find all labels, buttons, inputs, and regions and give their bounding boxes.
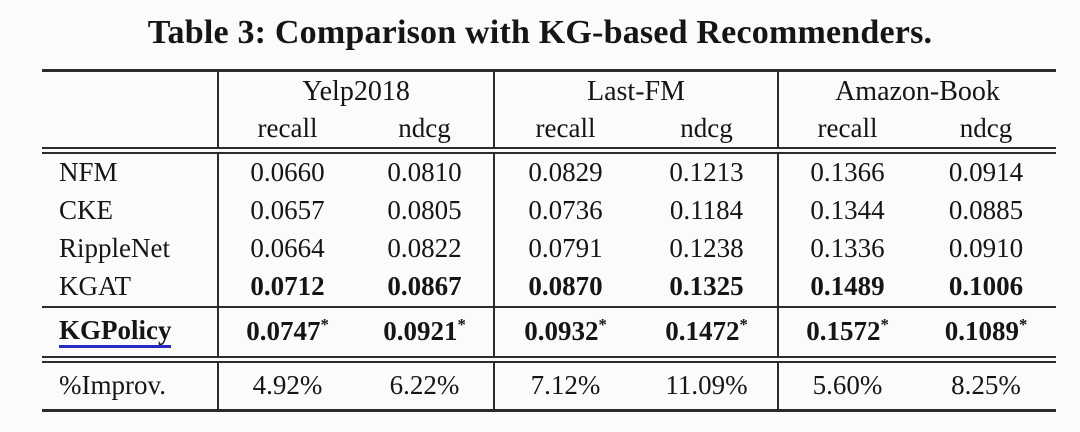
value-cell: 0.0885 [948, 195, 1024, 226]
value-cell: 0.0747* [217, 305, 356, 360]
value-cell: 0.0660 [217, 150, 356, 192]
value-cell: 0.0712 [217, 267, 356, 307]
value-cell: 0.1336 [777, 229, 916, 268]
value-cell: 0.1366 [777, 150, 916, 192]
value-cell: 0.0921* [356, 305, 494, 360]
value-cell: 0.0822 [387, 233, 462, 264]
model-name-cell: KGPolicy [42, 305, 218, 360]
significance-star: * [457, 315, 466, 335]
model-name-cell: CKE [59, 195, 113, 226]
metric-header-row: recall ndcg recall ndcg recall ndcg [42, 112, 1057, 154]
value-cell: 0.0736 [493, 191, 636, 230]
value-cell: 4.92% [217, 355, 356, 412]
value-cell: 11.09% [636, 355, 778, 412]
metric-header-ndcg: ndcg [356, 112, 494, 154]
value-cell: 0.1213 [669, 157, 744, 188]
value-cell: 0.1572* [777, 305, 916, 360]
table-row: RippleNet 0.0664 0.0822 0.0791 0.1238 0.… [42, 229, 1056, 268]
model-name-cell: NFM [59, 157, 118, 188]
dataset-header-yelp2018: Yelp2018 [217, 68, 494, 113]
value-cell: 0.1238 [669, 233, 744, 264]
value-cell: 0.0810 [387, 157, 462, 188]
value-cell: 0.0829 [493, 150, 636, 192]
improv-label-cell: %Improv. [42, 355, 218, 412]
metric-header-ndcg: ndcg [916, 112, 1057, 154]
value-cell: 0.0910 [948, 233, 1024, 264]
table-caption: Table 3: Comparison with KG-based Recomm… [147, 14, 933, 51]
significance-star: * [1018, 315, 1028, 335]
dataset-header-row: Yelp2018 Last-FM Amazon-Book [42, 68, 1057, 113]
paper-table-figure: Table 3: Comparison with KG-based Recomm… [0, 13, 1080, 412]
table-row-kgpolicy: KGPolicy 0.0747* 0.0921* 0.0932* 0.1472*… [42, 305, 1057, 360]
value-cell: 7.12% [493, 355, 636, 412]
value-cell: 0.1325 [669, 271, 744, 302]
significance-star: * [598, 315, 607, 335]
value-cell: 0.0664 [217, 229, 356, 268]
value-cell: 0.0870 [493, 267, 636, 307]
kg-recommenders-table: Yelp2018 Last-FM Amazon-Book recall ndcg… [42, 68, 1057, 412]
table-row-improvement: %Improv. 4.92% 6.22% 7.12% 11.09% 5.60% … [42, 355, 1057, 412]
kgpolicy-underline: KGPolicy [59, 316, 172, 349]
value-cell: 0.1089* [916, 305, 1057, 360]
model-name-cell: RippleNet [59, 233, 170, 264]
value-cell: 0.1344 [777, 191, 916, 230]
value-cell: 0.1472* [636, 305, 778, 360]
significance-star: * [880, 315, 889, 335]
metric-header-recall: recall [217, 112, 356, 154]
value-cell: 0.0805 [387, 195, 462, 226]
value-text: 0.0747 [246, 316, 321, 347]
empty-corner-cell [42, 68, 218, 113]
metric-header-recall: recall [493, 112, 636, 154]
value-cell: 8.25% [916, 355, 1057, 412]
significance-star: * [320, 315, 329, 335]
value-cell: 0.0914 [948, 157, 1024, 188]
value-cell: 5.60% [777, 355, 916, 412]
dataset-header-amazon-book: Amazon-Book [776, 68, 1057, 113]
table-row: KGAT 0.0712 0.0867 0.0870 0.1325 0.1489 … [42, 267, 1056, 307]
metric-header-ndcg: ndcg [636, 112, 778, 154]
value-cell: 0.1006 [948, 271, 1024, 302]
empty-corner-cell [42, 112, 218, 154]
metric-header-recall: recall [777, 112, 916, 154]
significance-star: * [739, 315, 748, 335]
value-cell: 0.0932* [493, 305, 636, 360]
value-text: 0.1089 [944, 316, 1019, 347]
dataset-header-lastfm: Last-FM [493, 68, 778, 113]
model-name-cell: KGAT [59, 271, 131, 302]
value-text: 0.0921 [383, 316, 458, 347]
value-cell: 0.0657 [217, 191, 356, 230]
value-cell: 0.0867 [387, 271, 462, 302]
value-text: 0.1572 [806, 316, 881, 347]
table-row: CKE 0.0657 0.0805 0.0736 0.1184 0.1344 0… [42, 191, 1056, 230]
value-cell: 0.0791 [493, 229, 636, 268]
value-cell: 6.22% [356, 355, 494, 412]
value-cell: 0.1489 [777, 267, 916, 307]
value-text: 0.0932 [524, 316, 599, 347]
value-cell: 0.1184 [669, 195, 744, 226]
value-text: 0.1472 [665, 316, 740, 347]
table-row: NFM 0.0660 0.0810 0.0829 0.1213 0.1366 0… [42, 150, 1056, 192]
